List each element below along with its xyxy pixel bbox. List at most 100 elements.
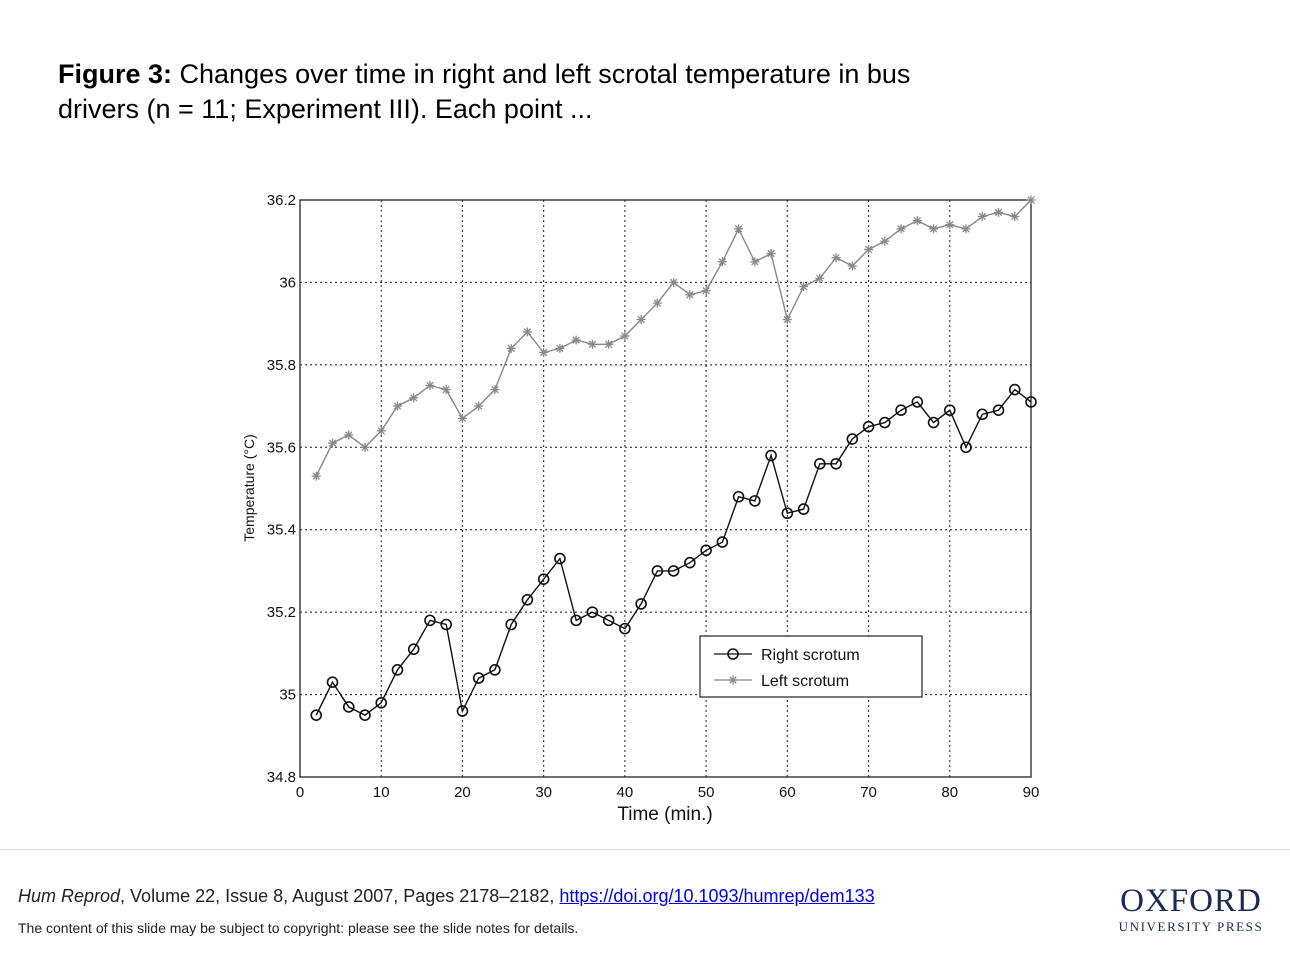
data-point-left-scrotum bbox=[701, 286, 711, 296]
data-point-right-scrotum bbox=[781, 507, 794, 520]
line-chart: 0 10 20 30 40 50 60 70 80 90 34.8 35 35.2 35.4 35.6 35.… bbox=[241, 192, 1040, 825]
data-point-right-scrotum bbox=[326, 676, 339, 689]
data-point-right-scrotum bbox=[505, 618, 517, 631]
y-tick-label: 35.2 bbox=[267, 604, 296, 621]
legend-marker-right-scrotum bbox=[727, 648, 739, 660]
data-point-left-scrotum bbox=[864, 244, 874, 254]
data-point-left-scrotum bbox=[441, 385, 451, 395]
data-point-left-scrotum bbox=[929, 224, 939, 234]
data-point-left-scrotum bbox=[782, 315, 792, 325]
data-point-left-scrotum bbox=[896, 224, 906, 234]
data-point-right-scrotum bbox=[1025, 396, 1037, 408]
data-point-right-scrotum bbox=[635, 598, 647, 610]
x-tick-label: 10 bbox=[373, 784, 390, 801]
data-point-right-scrotum bbox=[927, 416, 940, 429]
data-point-right-scrotum bbox=[976, 408, 989, 421]
data-point-left-scrotum bbox=[717, 257, 727, 267]
data-point-right-scrotum bbox=[342, 701, 355, 713]
oxford-logo: OXFORD UNIVERSITY PRESS bbox=[1112, 884, 1270, 935]
data-point-left-scrotum bbox=[620, 331, 630, 341]
data-point-left-scrotum bbox=[392, 401, 402, 411]
data-point-right-scrotum bbox=[716, 536, 729, 548]
x-tick-label: 0 bbox=[296, 784, 304, 801]
x-tick-label: 30 bbox=[535, 784, 552, 801]
data-point-left-scrotum bbox=[490, 385, 500, 395]
data-point-right-scrotum bbox=[862, 420, 875, 433]
data-point-right-scrotum bbox=[830, 457, 842, 470]
data-point-right-scrotum bbox=[651, 565, 664, 577]
legend-box bbox=[699, 635, 923, 698]
doi-link[interactable]: https://doi.org/10.1093/humrep/dem133 bbox=[559, 886, 875, 906]
legend-label-left-scrotum: Left scrotum bbox=[761, 673, 849, 690]
data-point-left-scrotum bbox=[847, 261, 857, 271]
logo-line1: OXFORD bbox=[1120, 883, 1262, 919]
series-line-left-scrotum bbox=[315, 199, 1032, 477]
data-point-left-scrotum bbox=[652, 298, 662, 308]
legend-marker-left-scrotum bbox=[728, 675, 738, 685]
data-point-left-scrotum bbox=[522, 327, 532, 337]
data-point-right-scrotum bbox=[749, 495, 761, 507]
data-point-right-scrotum bbox=[992, 404, 1005, 416]
data-point-left-scrotum bbox=[994, 207, 1004, 217]
data-point-right-scrotum bbox=[407, 643, 420, 656]
axis-ticks: 0 10 20 30 40 50 60 70 80 90 34.8 35 35.2 35.4 35.6 35.… bbox=[267, 192, 1040, 801]
data-point-left-scrotum bbox=[734, 224, 744, 234]
legend-label-right-scrotum: Right scrotum bbox=[761, 647, 860, 664]
data-point-left-scrotum bbox=[669, 277, 679, 287]
data-point-right-scrotum bbox=[570, 614, 582, 627]
copyright-notice: The content of this slide may be subject… bbox=[18, 920, 579, 936]
data-point-right-scrotum bbox=[732, 490, 745, 503]
logo-line2: UNIVERSITY PRESS bbox=[1118, 919, 1264, 934]
data-point-left-scrotum bbox=[360, 442, 370, 452]
y-tick-label: 35.8 bbox=[267, 357, 296, 374]
data-point-right-scrotum bbox=[797, 503, 810, 515]
data-point-right-scrotum bbox=[684, 556, 696, 569]
data-point-right-scrotum bbox=[619, 622, 631, 635]
x-tick-label: 20 bbox=[454, 784, 471, 801]
data-point-right-scrotum bbox=[846, 433, 859, 445]
data-point-left-scrotum bbox=[506, 343, 516, 353]
x-tick-label: 90 bbox=[1023, 784, 1040, 801]
data-point-right-scrotum bbox=[895, 404, 907, 416]
legend-star-glyph bbox=[728, 675, 738, 685]
data-point-left-scrotum bbox=[376, 426, 386, 436]
x-tick-label: 60 bbox=[779, 784, 796, 801]
plot-frame bbox=[299, 199, 1032, 778]
citation-details: , Volume 22, Issue 8, August 2007, Pages… bbox=[120, 886, 560, 906]
data-point-right-scrotum bbox=[472, 672, 485, 684]
x-tick-label: 80 bbox=[941, 784, 958, 801]
data-point-right-scrotum bbox=[489, 664, 501, 676]
data-point-right-scrotum bbox=[586, 606, 599, 618]
series-line-right-scrotum bbox=[315, 388, 1032, 717]
data-point-left-scrotum bbox=[945, 220, 955, 230]
data-point-left-scrotum bbox=[766, 249, 776, 259]
figure-caption: Figure 3: Changes over time in right and… bbox=[58, 57, 958, 127]
series-left-scrotum bbox=[311, 195, 1036, 481]
data-point-right-scrotum bbox=[878, 416, 891, 429]
journal-name: Hum Reprod bbox=[18, 886, 121, 906]
data-point-right-scrotum bbox=[521, 593, 534, 606]
data-point-left-scrotum bbox=[425, 380, 435, 390]
data-point-right-scrotum bbox=[1008, 383, 1021, 396]
data-point-right-scrotum bbox=[424, 614, 436, 627]
y-tick-label: 35.6 bbox=[267, 439, 296, 456]
data-point-left-scrotum bbox=[750, 257, 760, 267]
y-tick-label: 35 bbox=[279, 687, 296, 704]
y-tick-label: 36 bbox=[279, 274, 296, 291]
y-tick-label: 36.2 bbox=[267, 192, 296, 209]
series-right-scrotum bbox=[310, 383, 1037, 721]
data-point-left-scrotum bbox=[571, 335, 581, 345]
data-point-right-scrotum bbox=[602, 614, 615, 627]
x-axis-label: Time (min.) bbox=[617, 804, 712, 825]
y-tick-label: 35.4 bbox=[267, 522, 296, 539]
citation: Hum Reprod, Volume 22, Issue 8, August 2… bbox=[18, 886, 875, 907]
x-tick-label: 40 bbox=[617, 784, 634, 801]
x-tick-label: 50 bbox=[698, 784, 715, 801]
data-point-left-scrotum bbox=[344, 430, 354, 440]
data-point-right-scrotum bbox=[667, 565, 680, 577]
data-point-left-scrotum bbox=[409, 393, 419, 403]
data-point-left-scrotum bbox=[604, 339, 614, 349]
series bbox=[310, 195, 1037, 721]
data-point-right-scrotum bbox=[456, 705, 469, 717]
figure-label: Figure 3: bbox=[58, 59, 173, 89]
